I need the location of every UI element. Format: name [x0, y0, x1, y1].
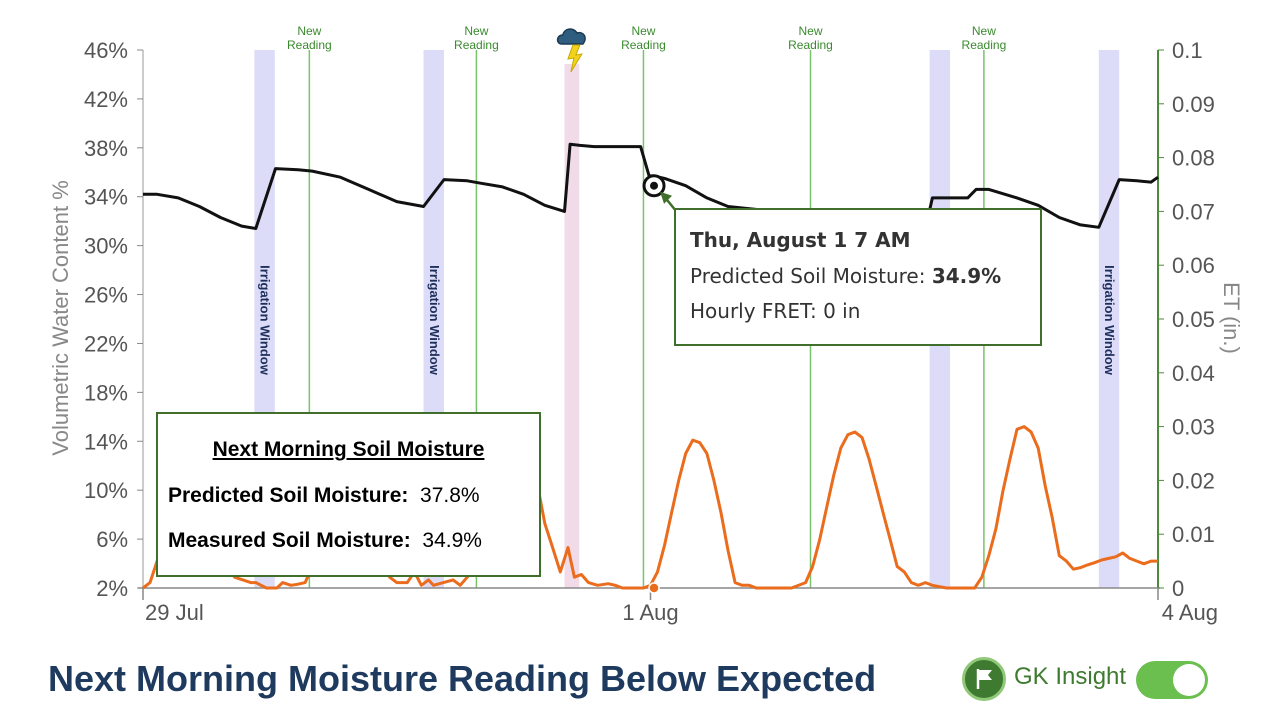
new-reading-label: Reading: [962, 38, 1007, 52]
y-right-tick-label: 0.06: [1172, 253, 1215, 278]
irrigation-window-label: Irrigation Window: [1102, 265, 1117, 376]
hover-marker: [642, 174, 677, 594]
storm-cloud-icon: [556, 28, 586, 73]
y-right-tick-label: 0.02: [1172, 468, 1215, 493]
y-left-tick-label: 10%: [84, 478, 128, 503]
y-left-tick-label: 34%: [84, 185, 128, 210]
y-axis-right-title: ET (in.): [1219, 282, 1244, 354]
gk-insight-label: GK Insight: [1014, 663, 1127, 690]
summary-measured-label: Measured Soil Moisture:: [168, 529, 411, 552]
new-reading-label: Reading: [454, 38, 499, 52]
new-reading-label: Reading: [621, 38, 666, 52]
tooltip-date: Thu, August 1 7 AM: [690, 228, 911, 252]
hover-tooltip: Thu, August 1 7 AM Predicted Soil Moistu…: [674, 208, 1042, 346]
cloud-shape: [556, 28, 586, 45]
flag-icon: [962, 657, 1006, 701]
y-left-tick-label: 14%: [84, 429, 128, 454]
lightning-bolt-icon: [567, 44, 583, 73]
summary-title: Next Morning Soil Moisture: [212, 438, 485, 461]
y-right-tick-label: 0.09: [1172, 92, 1215, 117]
tooltip-moisture-label: Predicted Soil Moisture:: [690, 264, 926, 288]
weather-icons: [556, 28, 586, 73]
y-left-tick-label: 42%: [84, 87, 128, 112]
new-reading-label: Reading: [788, 38, 833, 52]
y-left-tick-label: 46%: [84, 38, 128, 63]
summary-predicted-value: 37.8%: [420, 484, 480, 507]
moisture-chart: Irrigation Window Irrigation Window Irriga…: [48, 24, 1244, 625]
new-reading-label: New: [464, 24, 488, 38]
y-right-tick-label: 0.01: [1172, 522, 1215, 547]
new-reading-markers: NewReadingNewReadingNewReadingNewReading…: [287, 24, 1006, 588]
y-left-tick-label: 22%: [84, 331, 128, 356]
new-reading-label: New: [972, 24, 996, 38]
moisture-line: [143, 142, 1159, 230]
y-right-tick-label: 0.04: [1172, 361, 1215, 386]
rain-window-band: [564, 64, 580, 588]
new-reading-label: New: [631, 24, 655, 38]
hover-point-dot: [650, 181, 659, 190]
insight-headline: Next Morning Moisture Reading Below Expe…: [48, 658, 877, 699]
y-axis-left-title: Volumetric Water Content %: [48, 180, 73, 456]
y-left-tick-label: 26%: [84, 283, 128, 308]
tooltip-fret-value: 0 in: [823, 299, 861, 323]
irrigation-window-band: [1098, 50, 1120, 588]
y-right-tick-label: 0.08: [1172, 146, 1215, 171]
new-reading-label: New: [798, 24, 822, 38]
irrigation-window-label: Irrigation Window: [258, 265, 273, 376]
y-left-tick-label: 18%: [84, 380, 128, 405]
summary-predicted-row: Predicted Soil Moisture: 37.8%: [168, 484, 480, 508]
y-right-tick-label: 0.1: [1172, 38, 1203, 63]
y-left-tick-label: 38%: [84, 136, 128, 161]
y-left-tick-label: 2%: [96, 576, 128, 601]
x-tick-label: 4 Aug: [1162, 600, 1218, 625]
next-morning-summary: Next Morning Soil Moisture Predicted Soi…: [156, 412, 541, 577]
toggle-knob: [1173, 664, 1205, 696]
y-left-tick-label: 30%: [84, 234, 128, 259]
tooltip-fret-row: Hourly FRET: 0 in: [690, 299, 1040, 323]
y-right-tick-label: 0.07: [1172, 199, 1215, 224]
gk-insight-toggle[interactable]: [1136, 661, 1208, 699]
y-right-tick-label: 0: [1172, 576, 1184, 601]
irrigation-window-label: Irrigation Window: [427, 265, 442, 376]
new-reading-label: Reading: [287, 38, 332, 52]
summary-measured-row: Measured Soil Moisture: 34.9%: [168, 529, 482, 553]
gk-insight-control: GK Insight: [960, 655, 1210, 703]
x-tick-label: 1 Aug: [622, 600, 678, 625]
x-tick-label: 29 Jul: [145, 600, 204, 625]
tooltip-moisture-value: 34.9%: [931, 264, 1002, 288]
chart-axes: 46% 42% 38% 34% 30% 26% 22% 18% 14% 10% 6% 2% 0.1 0.0…: [84, 38, 1218, 625]
summary-measured-value: 34.9%: [422, 529, 482, 552]
chart-series: [142, 142, 1159, 590]
y-left-tick-label: 6%: [96, 527, 128, 552]
tooltip-moisture-row: Predicted Soil Moisture: 34.9%: [690, 264, 1040, 288]
summary-predicted-label: Predicted Soil Moisture:: [168, 484, 409, 507]
tooltip-fret-label: Hourly FRET:: [690, 299, 817, 323]
fret-line: [142, 425, 1158, 590]
y-right-tick-label: 0.05: [1172, 307, 1215, 332]
new-reading-label: New: [297, 24, 321, 38]
callout-arrow-head: [660, 191, 673, 204]
hover-fret-dot: [648, 582, 660, 594]
y-right-tick-label: 0.03: [1172, 415, 1215, 440]
